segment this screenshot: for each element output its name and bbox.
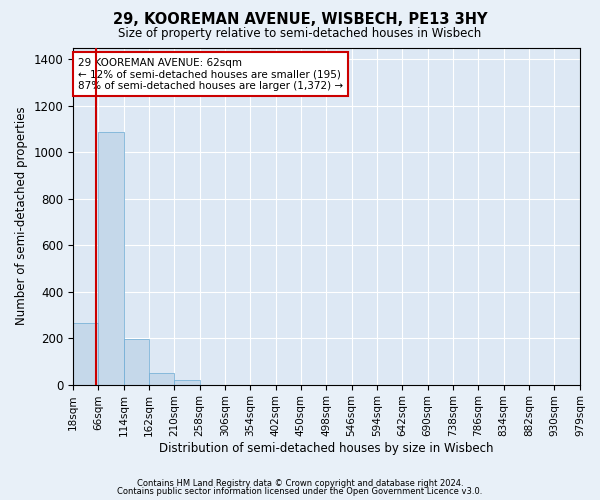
Text: Contains HM Land Registry data © Crown copyright and database right 2024.: Contains HM Land Registry data © Crown c…: [137, 478, 463, 488]
Bar: [73, 323, 98, 384]
X-axis label: Distribution of semi-detached houses by size in Wisbech: Distribution of semi-detached houses by …: [159, 442, 494, 455]
Bar: [149, 373, 175, 384]
Text: 29 KOOREMAN AVENUE: 62sqm
← 12% of semi-detached houses are smaller (195)
87% of: 29 KOOREMAN AVENUE: 62sqm ← 12% of semi-…: [78, 58, 343, 91]
Text: 29, KOOREMAN AVENUE, WISBECH, PE13 3HY: 29, KOOREMAN AVENUE, WISBECH, PE13 3HY: [113, 12, 487, 28]
Text: Size of property relative to semi-detached houses in Wisbech: Size of property relative to semi-detach…: [118, 28, 482, 40]
Bar: [98, 132, 124, 384]
Bar: [124, 340, 149, 384]
Text: Contains public sector information licensed under the Open Government Licence v3: Contains public sector information licen…: [118, 487, 482, 496]
Bar: [175, 380, 200, 384]
Y-axis label: Number of semi-detached properties: Number of semi-detached properties: [15, 106, 28, 326]
